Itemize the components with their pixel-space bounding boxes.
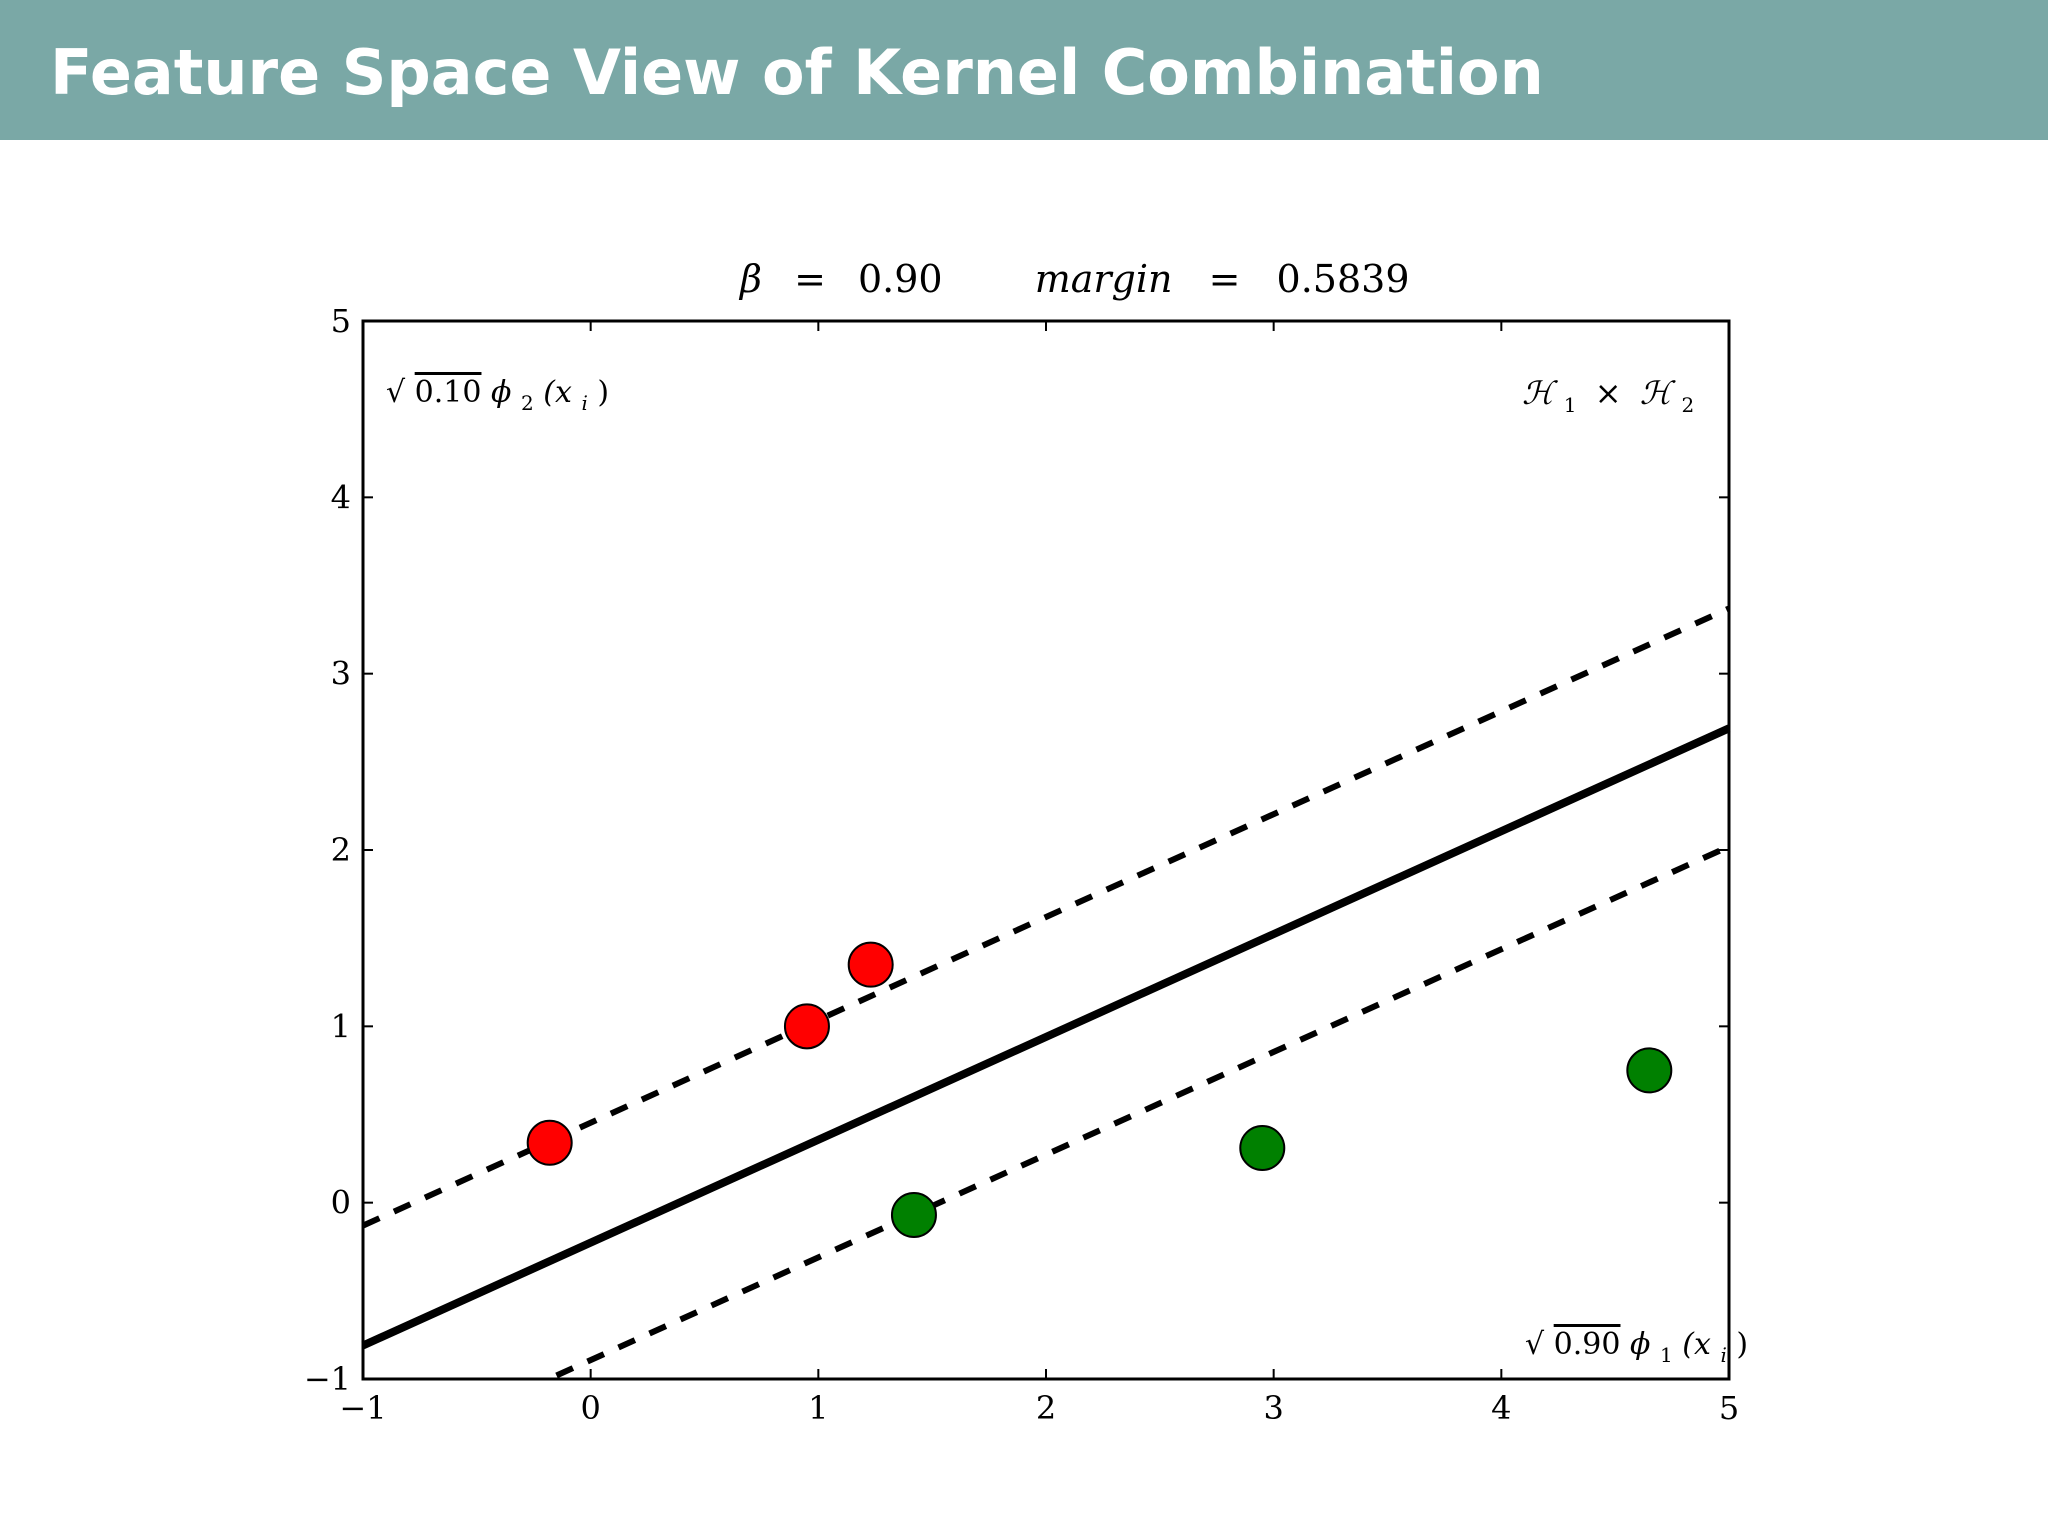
radicand: 0.10 — [415, 375, 482, 410]
green-point — [890, 1192, 937, 1239]
y-tick-label: 3 — [331, 655, 351, 693]
x-feature-label: √ 0.90 ϕ 1 (x i ) — [1525, 1327, 1748, 1370]
decision-lines — [361, 605, 1731, 1379]
y-tick-label: 0 — [331, 1184, 351, 1222]
red-point — [783, 1003, 830, 1050]
times-symbol: × — [1595, 374, 1622, 412]
radicand: 0.90 — [1554, 1327, 1621, 1362]
x-tick-label: 5 — [1719, 1389, 1739, 1427]
x-tick-label: 2 — [1036, 1389, 1056, 1427]
phi-symbol: ϕ — [1630, 1327, 1650, 1362]
args-subscript: i — [581, 391, 587, 415]
plot-area — [361, 319, 1731, 1381]
y-tick-labels: −1 0 1 2 3 4 5 — [304, 302, 351, 1398]
phi-symbol: ϕ — [491, 375, 511, 410]
x-tick-label: 4 — [1491, 1389, 1511, 1427]
h1-symbol: ℋ — [1522, 374, 1558, 412]
green-point — [1626, 1047, 1673, 1094]
data-points — [526, 941, 1673, 1239]
x-tick-label: 0 — [580, 1389, 600, 1427]
green-point — [1239, 1125, 1286, 1172]
args-close: ) — [1736, 1327, 1748, 1362]
margin-line — [361, 605, 1731, 1229]
beta-symbol: β — [738, 257, 762, 301]
h1-subscript: 1 — [1564, 393, 1577, 417]
x-tick-label: −1 — [339, 1389, 386, 1427]
h2-subscript: 2 — [1681, 393, 1694, 417]
h2-symbol: ℋ — [1640, 374, 1676, 412]
args-open: (x — [543, 375, 572, 410]
x-tick-label: 3 — [1263, 1389, 1283, 1427]
beta-equals: = — [794, 257, 826, 301]
phi-subscript: 1 — [1660, 1343, 1673, 1367]
sqrt-symbol: √ — [386, 375, 406, 410]
red-point — [526, 1119, 573, 1166]
y-feature-label: √ 0.10 ϕ 2 (x i ) — [386, 375, 609, 418]
y-tick-label: 2 — [331, 831, 351, 869]
args-close: ) — [597, 375, 609, 410]
beta-value: 0.90 — [858, 257, 943, 301]
x-tick-labels: −1 0 1 2 3 4 5 — [339, 1389, 1739, 1427]
sqrt-symbol: √ — [1525, 1327, 1545, 1362]
margin-equals: = — [1209, 257, 1241, 301]
phi-subscript: 2 — [521, 391, 534, 415]
y-tick-label: 5 — [331, 302, 351, 340]
slide-title: Feature Space View of Kernel Combination — [50, 36, 1544, 109]
red-point — [847, 941, 894, 988]
margin-label: margin — [1035, 257, 1173, 301]
decision-boundary-line — [361, 724, 1731, 1350]
y-tick-label: 1 — [331, 1007, 351, 1045]
margin-line — [555, 843, 1731, 1379]
slide-header: Feature Space View of Kernel Combination — [0, 0, 2048, 140]
chart-title: β = 0.90 margin = 0.5839 — [738, 257, 1410, 301]
y-tick-label: 4 — [331, 478, 351, 516]
x-tick-label: 1 — [808, 1389, 828, 1427]
y-tick-label: −1 — [304, 1360, 351, 1398]
product-space-label: ℋ 1 × ℋ 2 — [1522, 374, 1694, 420]
args-subscript: i — [1720, 1343, 1726, 1367]
margin-value: 0.5839 — [1277, 257, 1410, 301]
args-open: (x — [1682, 1327, 1711, 1362]
axis-ticks — [362, 320, 1730, 1380]
